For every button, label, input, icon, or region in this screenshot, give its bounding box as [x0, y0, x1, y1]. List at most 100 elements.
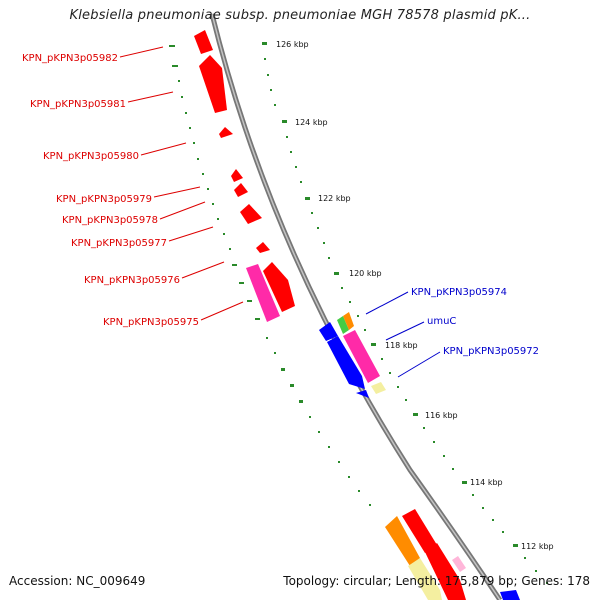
label-leader-line — [153, 186, 201, 198]
reverse-strand-genes — [194, 30, 295, 322]
label-leader-line — [397, 351, 441, 378]
label-leader-line — [181, 261, 225, 279]
reverse-gene-labels: KPN_pKPN3p05982 KPN_pKPN3p05981 KPN_pKPN… — [22, 53, 199, 328]
gene-label[interactable]: KPN_pKPN3p05975 — [103, 317, 199, 328]
track-dot — [502, 531, 504, 533]
gene-label[interactable]: KPN_pKPN3p05976 — [84, 275, 180, 286]
gene-label[interactable]: KPN_pKPN3p05977 — [71, 238, 167, 249]
gene-label[interactable]: KPN_pKPN3p05972 — [443, 346, 539, 357]
track-dot — [193, 142, 195, 144]
forward-label-leaders — [365, 291, 441, 378]
gene-arrow-forward[interactable] — [356, 390, 369, 398]
scale-tick — [305, 197, 310, 200]
label-leader-line — [140, 142, 187, 156]
gene-arrow-reverse[interactable] — [194, 30, 213, 54]
track-dot — [328, 257, 330, 259]
scale-tick — [513, 544, 518, 547]
track-dash — [290, 384, 294, 387]
scale-tick — [334, 272, 339, 275]
gene-arrow-reverse[interactable] — [199, 55, 227, 113]
track-dot — [433, 441, 435, 443]
scale-label: 112 kbp — [521, 542, 554, 551]
gene-arrow[interactable] — [425, 543, 466, 600]
scale-ticks — [262, 42, 518, 547]
track-dot — [274, 352, 276, 354]
track-dot — [311, 212, 313, 214]
track-dot — [405, 399, 407, 401]
scale-label: 118 kbp — [385, 341, 418, 350]
gene-label[interactable]: umuC — [427, 316, 456, 327]
track-dot — [202, 173, 204, 175]
scale-tick — [371, 343, 376, 346]
track-dot — [317, 227, 319, 229]
gene-arrow-forward[interactable] — [319, 322, 338, 341]
track-dot — [381, 358, 383, 360]
track-dash — [239, 282, 244, 284]
track-dot — [185, 112, 187, 114]
gene-arrow-reverse[interactable] — [234, 183, 248, 197]
scale-tick — [413, 413, 418, 416]
gene-arrow-reverse[interactable] — [240, 204, 262, 224]
gene-label[interactable]: KPN_pKPN3p05982 — [22, 53, 118, 64]
label-leader-line — [365, 291, 409, 315]
track-dash — [247, 300, 252, 302]
gene-arrow-forward[interactable] — [327, 336, 365, 389]
track-dash — [255, 318, 260, 320]
gene-block[interactable] — [452, 556, 466, 572]
track-dot — [443, 455, 445, 457]
outer-dotted-track — [169, 45, 371, 506]
track-dot — [264, 58, 266, 60]
track-dot — [472, 494, 474, 496]
track-dot — [341, 287, 343, 289]
track-dot — [364, 329, 366, 331]
track-dot — [524, 557, 526, 559]
track-dot — [290, 151, 292, 153]
track-dot — [229, 248, 231, 250]
track-dot — [267, 74, 269, 76]
gene-arrow-forward[interactable] — [343, 312, 354, 330]
gene-block[interactable] — [385, 516, 420, 566]
scale-label: 120 kbp — [349, 269, 382, 278]
track-dot — [357, 315, 359, 317]
reverse-label-leaders — [119, 46, 244, 321]
track-dot — [389, 372, 391, 374]
track-dash — [169, 45, 175, 47]
backbone-arc — [209, 13, 503, 600]
track-dot — [452, 468, 454, 470]
scale-label: 114 kbp — [470, 478, 503, 487]
label-leader-line — [200, 301, 244, 321]
gene-arrow-reverse[interactable] — [263, 262, 295, 312]
track-dot — [349, 301, 351, 303]
gene-label[interactable]: KPN_pKPN3p05974 — [411, 287, 507, 298]
gene-label[interactable]: KPN_pKPN3p05981 — [30, 99, 126, 110]
gene-block[interactable] — [408, 558, 442, 600]
gene-arrow-reverse[interactable] — [256, 242, 270, 253]
scale-tick — [462, 481, 467, 484]
gene-arrow-reverse[interactable] — [231, 169, 243, 182]
label-leader-line — [168, 226, 214, 242]
track-dot — [423, 427, 425, 429]
forward-gene-labels: KPN_pKPN3p05974 umuC KPN_pKPN3p05972 — [411, 287, 539, 357]
track-dot — [535, 570, 537, 572]
gene-arrow[interactable] — [402, 509, 437, 553]
track-dot — [197, 158, 199, 160]
track-dot — [369, 504, 371, 506]
track-dot — [189, 127, 191, 129]
gene-label[interactable]: KPN_pKPN3p05980 — [43, 151, 139, 162]
track-dot — [274, 104, 276, 106]
gene-arrow-forward[interactable] — [343, 330, 380, 383]
gene-label[interactable]: KPN_pKPN3p05978 — [62, 215, 158, 226]
gene-block-reverse[interactable] — [246, 264, 280, 322]
gene-arrow[interactable] — [500, 590, 520, 600]
track-dot — [546, 582, 548, 584]
gene-arrow-forward[interactable] — [337, 316, 349, 334]
track-dot — [300, 181, 302, 183]
topology-summary: Topology: circular; Length: 175,879 bp; … — [283, 574, 590, 588]
gene-block-forward[interactable] — [371, 382, 386, 394]
gene-label[interactable]: KPN_pKPN3p05979 — [56, 194, 152, 205]
gene-arrow-reverse[interactable] — [219, 127, 233, 138]
track-dot — [328, 446, 330, 448]
bottom-gene-cluster — [385, 509, 520, 600]
track-dot — [217, 218, 219, 220]
